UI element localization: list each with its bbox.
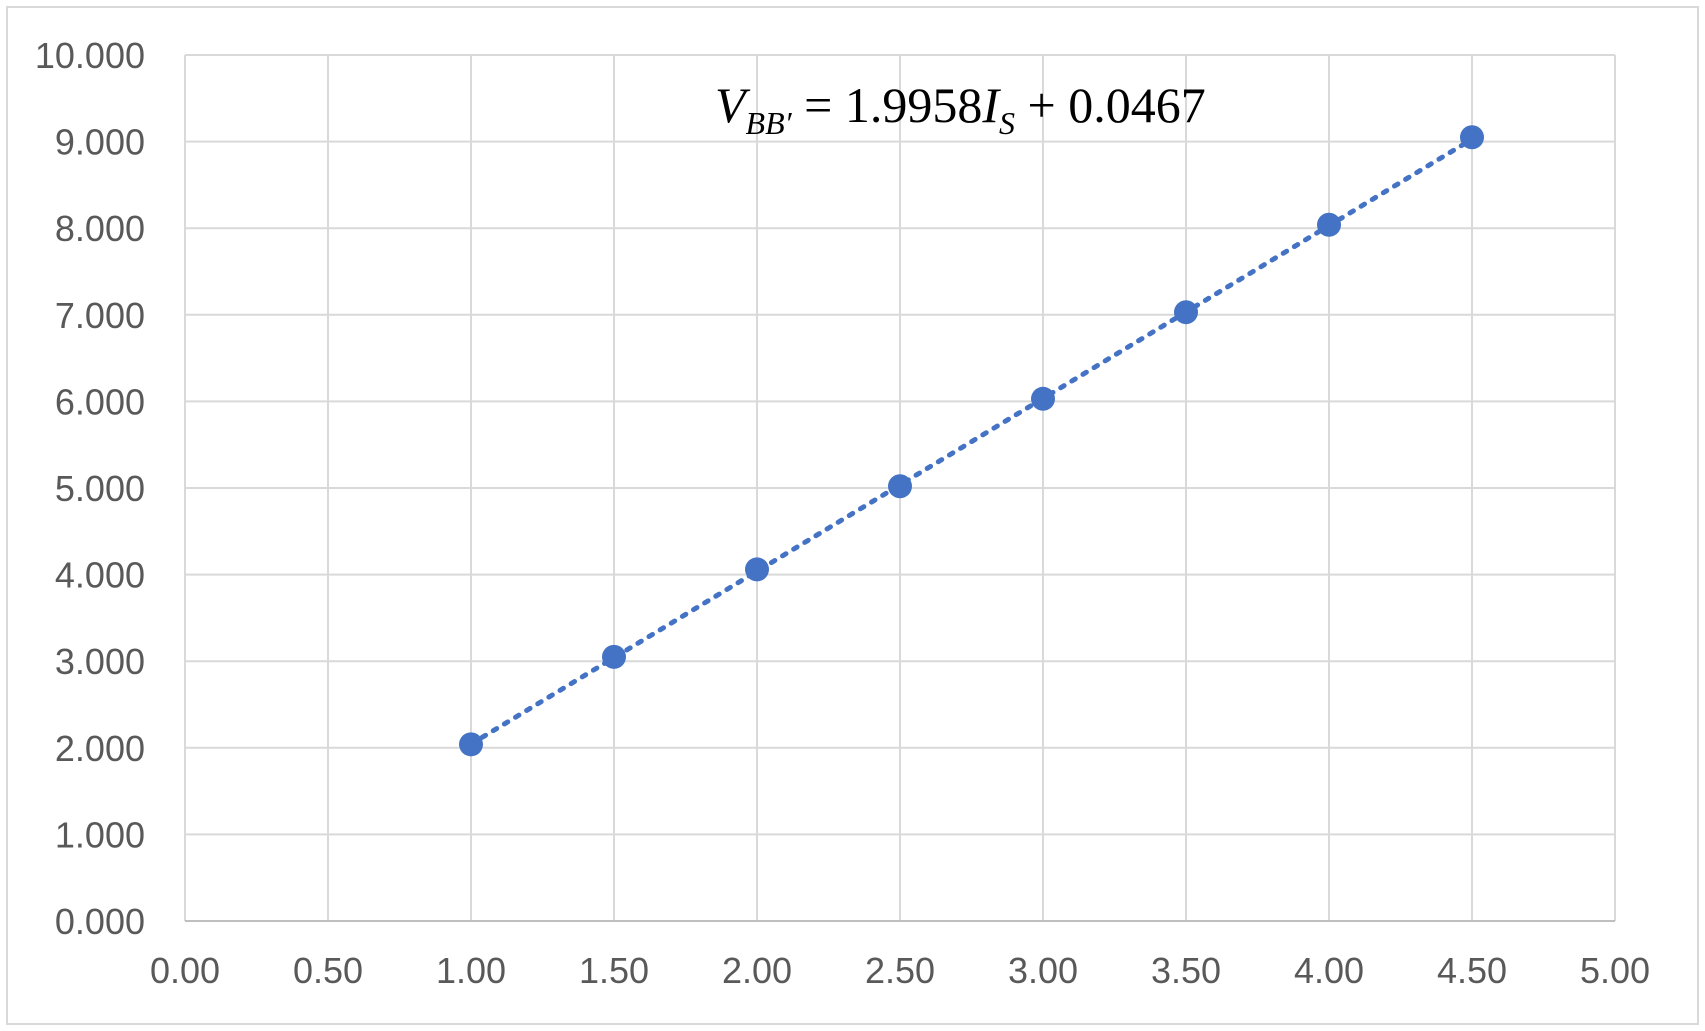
x-tick-label: 3.00 — [1008, 950, 1078, 991]
equation-rhs-var: I — [981, 77, 1001, 133]
x-tick-label: 0.50 — [293, 950, 363, 991]
trendline — [468, 136, 1475, 747]
y-tick-label: 8.000 — [55, 208, 145, 249]
data-point — [1317, 212, 1341, 237]
x-tick-label: 2.50 — [865, 950, 935, 991]
data-point — [745, 557, 769, 582]
y-tick-label: 2.000 — [55, 728, 145, 769]
y-tick-label: 10.000 — [35, 35, 145, 76]
equation-lhs-var: V — [715, 77, 751, 133]
x-tick-label: 4.50 — [1437, 950, 1507, 991]
trendline-layer — [468, 136, 1475, 747]
x-axis-tick-labels: 0.00 0.50 1.00 1.50 2.00 2.50 3.00 3.50 4.00 4.50… — [150, 950, 1650, 991]
y-axis-tick-labels: 0.000 1.000 2.000 3.000 4.000 5.000 6.000 7.000… — [35, 35, 145, 942]
y-tick-label: 9.000 — [55, 122, 145, 163]
data-points — [459, 125, 1484, 757]
data-point — [459, 732, 483, 757]
equation-intercept: + 0.0467 — [1015, 77, 1206, 133]
data-point — [888, 474, 912, 499]
y-tick-label: 7.000 — [55, 295, 145, 336]
y-tick-label: 6.000 — [55, 381, 145, 422]
equation-lhs-sub: BB′ — [746, 105, 793, 141]
y-tick-label: 0.000 — [55, 901, 145, 942]
y-tick-label: 1.000 — [55, 814, 145, 855]
x-tick-label: 0.00 — [150, 950, 220, 991]
gridlines — [184, 54, 1616, 922]
data-point — [1174, 300, 1198, 325]
x-tick-label: 3.50 — [1151, 950, 1221, 991]
y-tick-label: 5.000 — [55, 468, 145, 509]
trendline-equation: VBB′ = 1.9958IS + 0.0467 — [715, 77, 1206, 141]
x-tick-label: 1.00 — [436, 950, 506, 991]
data-point — [1031, 386, 1055, 411]
x-tick-label: 2.00 — [722, 950, 792, 991]
y-tick-label: 4.000 — [55, 555, 145, 596]
equation-equals-slope: = 1.9958 — [792, 77, 983, 133]
x-tick-label: 4.00 — [1294, 950, 1364, 991]
x-tick-label: 1.50 — [579, 950, 649, 991]
y-tick-label: 3.000 — [55, 641, 145, 682]
data-point — [1460, 125, 1484, 150]
x-tick-label: 5.00 — [1580, 950, 1650, 991]
data-point — [602, 644, 626, 669]
equation-rhs-sub: S — [999, 105, 1015, 141]
